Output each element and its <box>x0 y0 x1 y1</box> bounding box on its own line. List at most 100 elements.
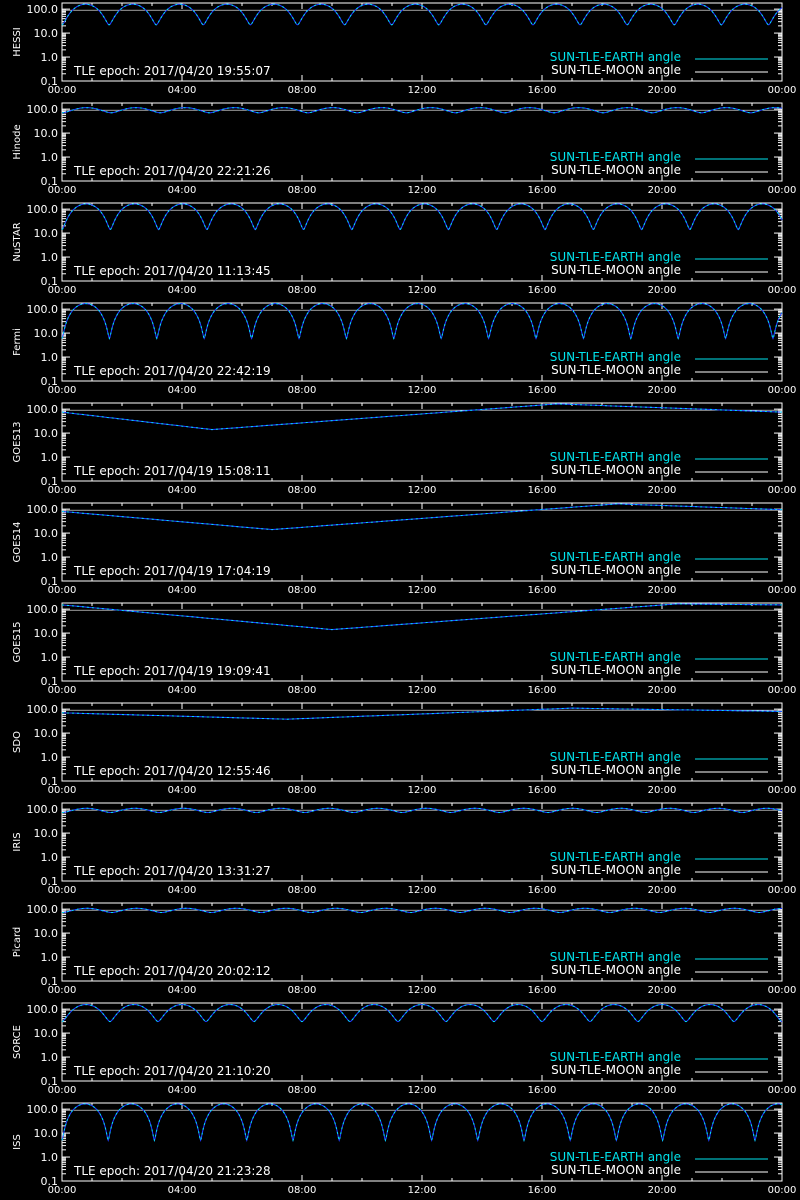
x-tick-label: 12:00 <box>408 685 437 696</box>
y-tick-label: 0.1 <box>41 275 59 288</box>
y-tick-label: 0.1 <box>41 875 59 888</box>
y-tick-label: 100.0 <box>27 603 59 616</box>
x-tick-label: 08:00 <box>288 685 317 696</box>
sun-tle-earth-series-highlight <box>61 707 782 720</box>
tle-epoch-text: TLE epoch: 2017/04/20 21:23:28 <box>73 1164 271 1178</box>
x-tick-label: 12:00 <box>408 885 437 896</box>
x-tick-label: 00:00 <box>768 785 797 796</box>
y-tick-label: 100.0 <box>27 203 59 216</box>
x-tick-label: 00:00 <box>768 385 797 396</box>
legend-moon-label: SUN-TLE-MOON angle <box>551 363 681 377</box>
y-tick-label: 1.0 <box>41 151 59 164</box>
legend-earth-label: SUN-TLE-EARTH angle <box>550 1050 681 1064</box>
x-tick-label: 00:00 <box>48 885 77 896</box>
x-tick-label: 00:00 <box>768 285 797 296</box>
y-tick-label: 1.0 <box>41 351 59 364</box>
x-tick-label: 00:00 <box>768 185 797 196</box>
y-axis-label: Hinode <box>12 124 23 159</box>
y-tick-label: 100.0 <box>27 903 59 916</box>
y-tick-label: 100.0 <box>27 103 59 116</box>
sun-tle-earth-series-highlight <box>61 303 783 340</box>
y-tick-label: 0.1 <box>41 1175 59 1188</box>
y-tick-label: 100.0 <box>27 1003 59 1016</box>
legend-earth-label: SUN-TLE-EARTH angle <box>550 1150 681 1164</box>
x-tick-label: 00:00 <box>48 185 77 196</box>
x-tick-label: 16:00 <box>528 585 557 596</box>
x-tick-label: 08:00 <box>288 885 317 896</box>
x-tick-label: 16:00 <box>528 185 557 196</box>
y-axis-label: SDO <box>12 731 23 753</box>
y-tick-label: 1.0 <box>41 751 59 764</box>
y-tick-label: 0.1 <box>41 1075 59 1088</box>
x-tick-label: 12:00 <box>408 1085 437 1096</box>
x-tick-label: 16:00 <box>528 1185 557 1196</box>
x-tick-label: 16:00 <box>528 985 557 996</box>
y-tick-label: 10.0 <box>34 327 59 340</box>
y-tick-label: 100.0 <box>27 303 59 316</box>
x-tick-label: 00:00 <box>48 285 77 296</box>
y-axis-label: GOES14 <box>12 521 23 562</box>
legend-earth-label: SUN-TLE-EARTH angle <box>550 50 681 64</box>
tle-epoch-text: TLE epoch: 2017/04/20 19:55:07 <box>73 64 271 78</box>
y-tick-label: 0.1 <box>41 75 59 88</box>
legend-moon-label: SUN-TLE-MOON angle <box>551 763 681 777</box>
chart-panel-goes13: 100.010.01.00.100:00 04:00 08:00 12:00 16:00… <box>12 402 797 496</box>
tle-epoch-text: TLE epoch: 2017/04/20 13:31:27 <box>73 864 271 878</box>
x-tick-label: 12:00 <box>408 1185 437 1196</box>
x-tick-label: 12:00 <box>408 385 437 396</box>
legend-earth-label: SUN-TLE-EARTH angle <box>550 850 681 864</box>
legend-earth-label: SUN-TLE-EARTH angle <box>550 550 681 564</box>
tle-epoch-text: TLE epoch: 2017/04/20 22:21:26 <box>73 164 271 178</box>
x-tick-label: 16:00 <box>528 285 557 296</box>
y-tick-label: 0.1 <box>41 175 59 188</box>
x-tick-label: 12:00 <box>408 585 437 596</box>
x-tick-label: 00:00 <box>768 1085 797 1096</box>
y-tick-label: 0.1 <box>41 475 59 488</box>
y-axis-label: SORCE <box>12 1025 23 1059</box>
x-tick-label: 04:00 <box>168 1085 197 1096</box>
chart-panel-goes14: 100.010.01.00.100:00 04:00 08:00 12:00 16:00… <box>12 502 796 596</box>
y-tick-label: 1.0 <box>41 651 59 664</box>
y-axis-label: GOES15 <box>12 621 23 662</box>
x-tick-label: 20:00 <box>648 85 677 96</box>
tle-epoch-text: TLE epoch: 2017/04/20 22:42:19 <box>73 364 271 378</box>
chart-panel-nustar: 100.010.01.00.100:00 04:00 08:00 12:00 16:00… <box>12 202 797 296</box>
x-tick-label: 00:00 <box>48 385 77 396</box>
x-tick-label: 16:00 <box>528 1085 557 1096</box>
y-tick-label: 100.0 <box>27 403 59 416</box>
y-tick-label: 10.0 <box>34 427 59 440</box>
x-tick-label: 00:00 <box>48 485 77 496</box>
x-tick-label: 12:00 <box>408 785 437 796</box>
x-tick-label: 00:00 <box>768 985 797 996</box>
x-tick-label: 00:00 <box>768 1185 797 1196</box>
x-tick-label: 08:00 <box>288 785 317 796</box>
x-tick-label: 16:00 <box>528 685 557 696</box>
x-tick-label: 08:00 <box>288 185 317 196</box>
y-tick-label: 10.0 <box>34 1127 59 1140</box>
x-tick-label: 08:00 <box>288 985 317 996</box>
legend-moon-label: SUN-TLE-MOON angle <box>551 863 681 877</box>
x-tick-label: 04:00 <box>168 185 197 196</box>
x-tick-label: 20:00 <box>648 785 677 796</box>
sun-tle-earth-series-highlight <box>61 403 783 431</box>
x-tick-label: 00:00 <box>48 685 77 696</box>
x-tick-label: 04:00 <box>168 785 197 796</box>
y-tick-label: 10.0 <box>34 727 59 740</box>
legend-earth-label: SUN-TLE-EARTH angle <box>550 350 681 364</box>
x-tick-label: 00:00 <box>768 685 797 696</box>
x-tick-label: 20:00 <box>648 1085 677 1096</box>
x-tick-label: 16:00 <box>528 885 557 896</box>
sun-tle-earth-series-highlight <box>61 1004 783 1023</box>
legend-moon-label: SUN-TLE-MOON angle <box>551 163 681 177</box>
x-tick-label: 00:00 <box>48 785 77 796</box>
legend-earth-label: SUN-TLE-EARTH angle <box>550 950 681 964</box>
legend-earth-label: SUN-TLE-EARTH angle <box>550 650 681 664</box>
y-tick-label: 0.1 <box>41 675 59 688</box>
legend-earth-label: SUN-TLE-EARTH angle <box>550 450 681 464</box>
chart-panel-sorce: 100.010.01.00.100:00 04:00 08:00 12:00 16:00… <box>12 1002 797 1096</box>
x-tick-label: 00:00 <box>768 485 797 496</box>
y-tick-label: 1.0 <box>41 851 59 864</box>
legend-moon-label: SUN-TLE-MOON angle <box>551 563 681 577</box>
x-tick-label: 20:00 <box>648 1185 677 1196</box>
y-tick-label: 100.0 <box>27 503 59 516</box>
